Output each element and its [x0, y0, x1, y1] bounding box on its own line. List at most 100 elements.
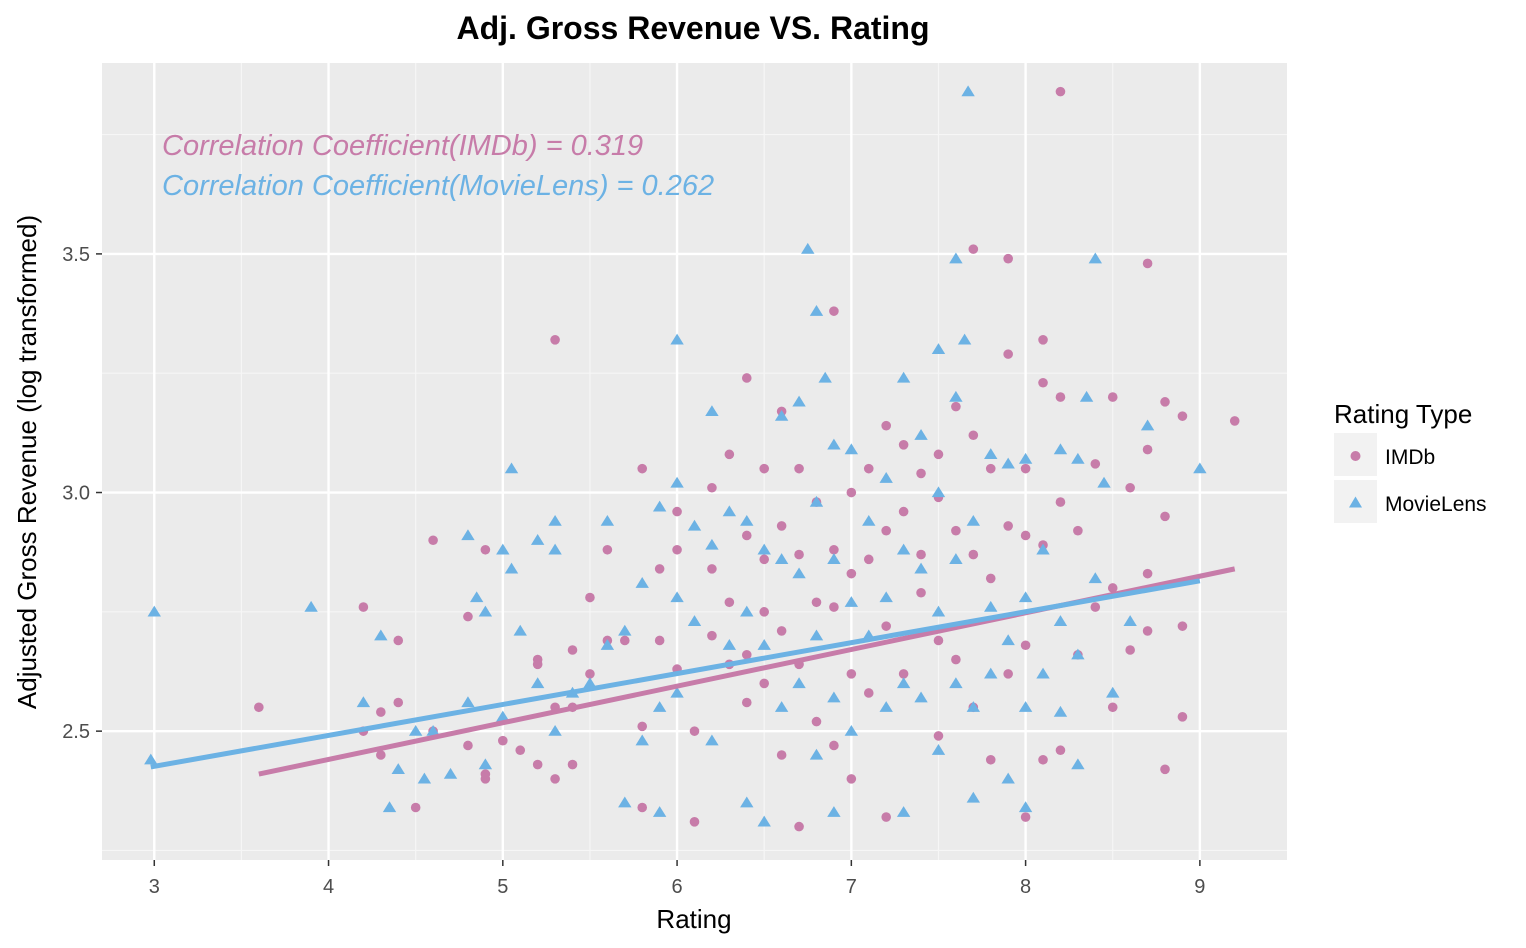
imdb-point — [951, 654, 961, 665]
movielens-point — [304, 600, 318, 612]
movielens-point — [1001, 634, 1015, 646]
imdb-point — [376, 707, 386, 717]
movielens-point — [896, 677, 911, 689]
movielens-point — [530, 534, 545, 545]
imdb-point — [254, 702, 264, 713]
movielens-point — [896, 806, 911, 817]
imdb-point — [1142, 626, 1153, 636]
imdb-point — [1003, 253, 1013, 264]
y-tick-label: 3.5 — [62, 244, 90, 266]
movielens-point — [774, 553, 789, 564]
movielens-point — [1053, 705, 1068, 717]
movielens-point — [914, 562, 928, 574]
movielens-point — [1036, 667, 1050, 679]
movielens-point — [417, 772, 432, 784]
imdb-point — [881, 621, 891, 631]
imdb-point — [410, 802, 421, 813]
imdb-point — [898, 669, 909, 679]
imdb-point — [741, 697, 752, 708]
x-axis-ticks: 3 4 5 6 7 8 9 — [149, 860, 1205, 898]
x-tick-label: 4 — [323, 876, 334, 898]
imdb-point — [707, 564, 717, 574]
imdb-point — [829, 602, 839, 612]
movielens-point — [949, 553, 963, 564]
imdb-point — [393, 697, 404, 708]
movielens-point — [443, 767, 458, 779]
imdb-point — [550, 774, 560, 784]
imdb-point — [532, 759, 543, 770]
imdb-point — [1038, 754, 1048, 765]
movielens-point — [504, 562, 519, 574]
movielens-point — [469, 591, 484, 603]
movielens-point — [652, 806, 667, 817]
movielens-point — [391, 763, 405, 774]
imdb-point — [637, 721, 648, 732]
movielens-point — [957, 333, 972, 345]
imdb-point — [933, 731, 944, 741]
imdb-point — [376, 750, 386, 760]
imdb-point — [1020, 463, 1031, 474]
imdb-point — [393, 635, 404, 646]
y-axis-ticks: 2.5 3.0 3.5 — [62, 244, 102, 743]
imdb-point — [898, 506, 909, 517]
imdb-point — [916, 587, 926, 598]
movielens-point — [144, 753, 158, 765]
movielens-point — [896, 371, 911, 383]
movielens-point — [827, 553, 841, 564]
imdb-point — [741, 530, 752, 541]
imdb-point — [654, 635, 665, 646]
imdb-point — [1055, 745, 1066, 756]
imdb-point — [1142, 258, 1153, 269]
imdb-point — [550, 335, 560, 345]
imdb-point — [428, 535, 438, 546]
movielens-point — [740, 605, 754, 617]
imdb-point — [968, 430, 979, 441]
chart-title: Adj. Gross Revenue VS. Rating — [457, 10, 930, 46]
movielens-point — [757, 639, 771, 650]
movielens-point — [984, 448, 998, 459]
movielens-point — [801, 242, 815, 254]
movielens-point — [879, 701, 893, 712]
imdb-point — [567, 759, 578, 770]
imdb-point — [480, 544, 491, 555]
data-points — [144, 85, 1240, 832]
movielens-point — [1053, 615, 1068, 627]
imdb-point — [672, 506, 682, 517]
movielens-point — [827, 806, 841, 817]
movielens-point — [374, 629, 388, 641]
movielens-point — [931, 343, 946, 354]
imdb-point — [1125, 645, 1135, 655]
movielens-point — [461, 529, 475, 541]
movielens-point — [670, 476, 684, 488]
movielens-point — [1018, 801, 1033, 813]
movielens-point — [966, 514, 981, 526]
movielens-point — [426, 724, 440, 736]
imdb-point — [776, 626, 787, 636]
movielens-point — [931, 605, 946, 617]
imdb-point — [637, 463, 648, 474]
imdb-point — [1107, 583, 1118, 593]
imdb-point — [1055, 497, 1066, 507]
movielens-point — [147, 605, 161, 617]
movielens-point — [687, 615, 702, 627]
legend-key-movielens-marker — [1349, 496, 1362, 508]
imdb-point — [585, 669, 595, 679]
movielens-point — [914, 691, 928, 703]
x-tick-label: 8 — [1020, 876, 1031, 898]
movielens-point — [618, 796, 632, 808]
imdb-point — [846, 669, 857, 679]
imdb-point — [968, 244, 979, 254]
movielens-point — [548, 724, 562, 736]
movielens-point — [1001, 457, 1015, 469]
movielens-point — [792, 395, 806, 407]
imdb-point — [1090, 459, 1101, 469]
movielens-trend-line — [150, 578, 1201, 770]
movielens-point — [827, 691, 841, 703]
imdb-point — [811, 716, 822, 727]
imdb-point — [637, 802, 648, 813]
imdb-point — [654, 564, 665, 574]
movielens-point — [1079, 390, 1094, 402]
movielens-point — [949, 252, 963, 264]
imdb-point — [829, 544, 839, 555]
